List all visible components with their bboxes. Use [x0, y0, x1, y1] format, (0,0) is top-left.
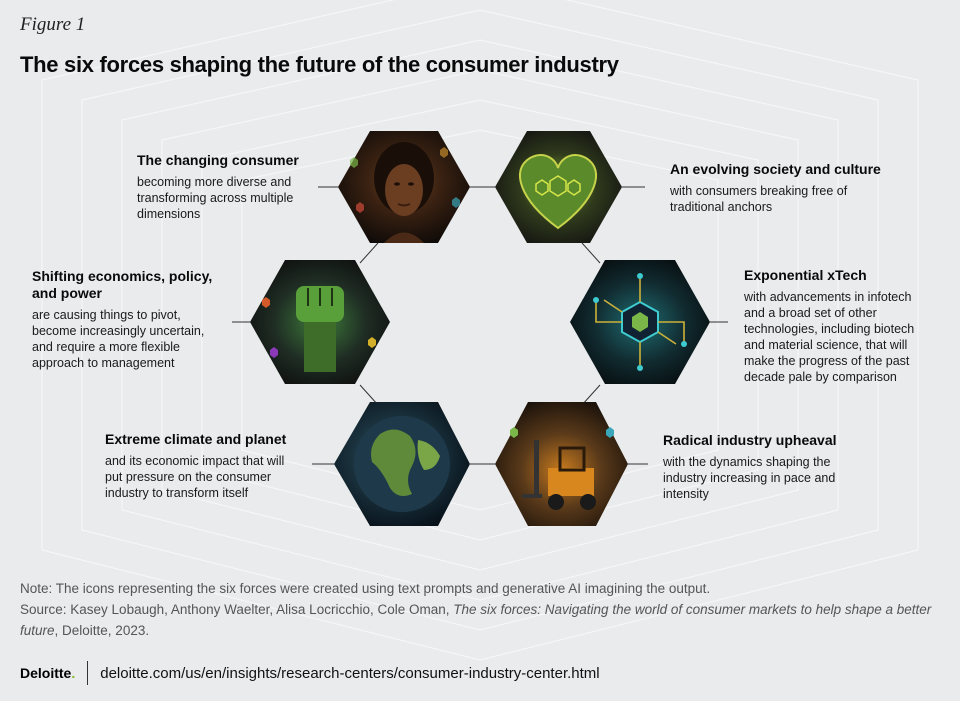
force-title: Radical industry upheaval [663, 432, 837, 448]
footer-url[interactable]: deloitte.com/us/en/insights/research-cen… [100, 664, 600, 682]
force-radical-industry: Radical industry upheaval with the dynam… [663, 432, 863, 502]
force-title: An evolving society and culture [670, 161, 881, 177]
woman-portrait-icon [374, 142, 434, 243]
notes: Note: The icons representing the six for… [20, 578, 940, 641]
source-publisher: , Deloitte, 2023. [54, 623, 150, 638]
source-text: Source: Kasey Lobaugh, Anthony Waelter, … [20, 599, 940, 641]
force-changing-consumer: The changing consumer becoming more dive… [137, 152, 312, 222]
raised-fist-icon [296, 286, 344, 372]
footer-divider [87, 661, 89, 685]
force-description: are causing things to pivot, become incr… [32, 308, 205, 370]
force-title: The changing consumer [137, 152, 299, 168]
force-exponential-xtech: Exponential xTech with advancements in i… [744, 267, 929, 385]
hex-exponential-xtech [570, 260, 710, 384]
force-description: and its economic impact that will put pr… [105, 454, 285, 500]
circuit-icon [593, 273, 687, 371]
logo-dot: . [71, 665, 76, 681]
force-title: Shifting economics, policy, and power [32, 268, 213, 301]
force-description: with the dynamics shaping the industry i… [663, 455, 836, 501]
source-authors: Source: Kasey Lobaugh, Anthony Waelter, … [20, 602, 454, 617]
figure-label: Figure 1 [20, 14, 86, 35]
globe-icon [354, 416, 450, 512]
force-extreme-climate: Extreme climate and planet and its econo… [105, 431, 305, 501]
hex-changing-consumer [338, 131, 470, 243]
force-description: with advancements in infotech and a broa… [744, 290, 915, 384]
hex-shifting-economics [250, 260, 390, 384]
force-title: Extreme climate and planet [105, 431, 287, 447]
heart-icon [518, 154, 598, 230]
force-title: Exponential xTech [744, 267, 867, 283]
force-description: becoming more diverse and transforming a… [137, 175, 294, 221]
page-title: The six forces shaping the future of the… [20, 52, 619, 77]
force-evolving-society: An evolving society and culture with con… [670, 161, 900, 215]
hex-evolving-society [495, 131, 622, 243]
source-title: The six forces: Navigating the world of … [20, 602, 932, 638]
footer: Deloitte. deloitte.com/us/en/insights/re… [20, 661, 600, 685]
deloitte-logo: Deloitte. [20, 665, 75, 681]
forklift-icon [522, 440, 596, 510]
note-text: Note: The icons representing the six for… [20, 581, 711, 596]
force-description: with consumers breaking free of traditio… [670, 184, 848, 214]
hex-extreme-climate [334, 402, 470, 526]
logo-text: Deloitte [20, 665, 72, 681]
hex-radical-industry [495, 402, 628, 526]
force-shifting-economics: Shifting economics, policy, and power ar… [32, 268, 227, 371]
